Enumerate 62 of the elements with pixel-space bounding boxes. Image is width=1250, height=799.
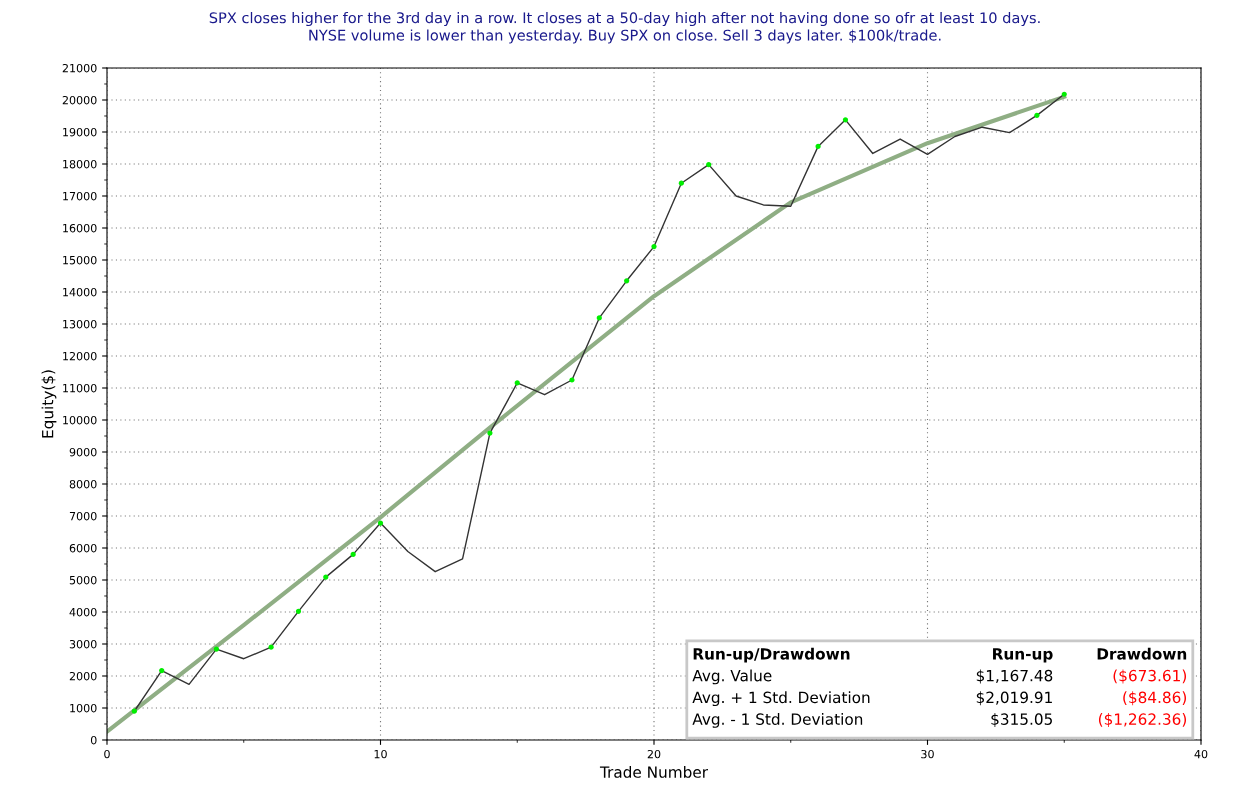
annotation: Run-up <box>993 648 1053 663</box>
point <box>651 243 657 250</box>
y-tick-label: 21000 <box>62 63 97 73</box>
point <box>323 574 329 580</box>
annotation: ($673.61) <box>1113 669 1187 684</box>
annotation: $1,167.48 <box>976 669 1053 684</box>
point <box>131 708 137 714</box>
point <box>569 377 575 383</box>
annotation: Avg. - 1 Std. Deviation <box>692 713 863 728</box>
y-tick-label: 8000 <box>69 479 97 489</box>
y-tick-label: 13000 <box>63 319 97 329</box>
y-tick-label: 15000 <box>63 255 97 265</box>
annotation: Avg. Value <box>692 669 772 685</box>
y-tick-label: 19000 <box>63 127 97 137</box>
y-tick-label: 4000 <box>69 607 97 617</box>
point <box>842 117 849 123</box>
y-tick-label: 1000 <box>70 703 97 713</box>
point <box>295 608 302 614</box>
x-tick-label: 10 <box>374 749 387 759</box>
x-tick-label: 40 <box>1194 749 1208 759</box>
y-tick-label: 17000 <box>63 191 97 201</box>
y-tick-label: 14000 <box>63 287 97 297</box>
x-tick-label: 0 <box>104 749 110 759</box>
point <box>514 380 520 386</box>
y-tick-label: 3000 <box>69 639 97 649</box>
point <box>706 162 712 168</box>
point <box>159 667 165 674</box>
y-tick-label: 10000 <box>63 415 97 425</box>
y-tick-label: 12000 <box>63 351 97 361</box>
y-tick-label: 5000 <box>69 575 97 585</box>
point <box>487 430 493 436</box>
x-tick-label: 30 <box>921 749 934 759</box>
y-tick-label: 6000 <box>69 543 97 553</box>
y-axis-title: Equity($) <box>41 370 57 438</box>
y-tick-label: 18000 <box>63 159 97 169</box>
y-tick-label: 16000 <box>63 223 97 233</box>
y-tick-label: 20000 <box>62 95 97 105</box>
point <box>377 520 384 526</box>
point <box>624 278 630 284</box>
annotation: Run-up/Drawdown <box>693 647 850 663</box>
point <box>596 315 602 321</box>
y-tick-label: 7000 <box>69 511 97 521</box>
point <box>213 646 219 652</box>
y-tick-label: 9000 <box>69 447 97 457</box>
point <box>268 644 274 650</box>
point <box>1034 112 1040 118</box>
annotation: Drawdown <box>1097 647 1187 660</box>
annotation: $315.05 <box>991 713 1052 727</box>
chart-title: SPX closes higher for the 3rd day in a row. It closes at a 50-day high after not having done so ofr at least 10 days. NYSE volume is lower than yesterday. Buy SPX on close. Sell 3 days later. $100k/trade. <box>209 11 1040 44</box>
x-tick-label: 20 <box>647 749 661 759</box>
annotation: $2,019.91 <box>976 691 1052 706</box>
point <box>350 551 356 557</box>
annotation: Avg. + 1 Std. Deviation <box>692 691 870 707</box>
y-tick-label: 11000 <box>63 383 97 393</box>
x-axis-title: Trade Number <box>599 766 709 778</box>
y-tick-label: 2000 <box>69 671 97 681</box>
point <box>815 143 821 149</box>
y-tick-label: 0 <box>90 735 97 745</box>
annotation: ($84.86) <box>1123 691 1187 706</box>
point <box>1061 91 1067 97</box>
point <box>678 180 684 186</box>
annotation: ($1,262.36) <box>1098 713 1187 727</box>
